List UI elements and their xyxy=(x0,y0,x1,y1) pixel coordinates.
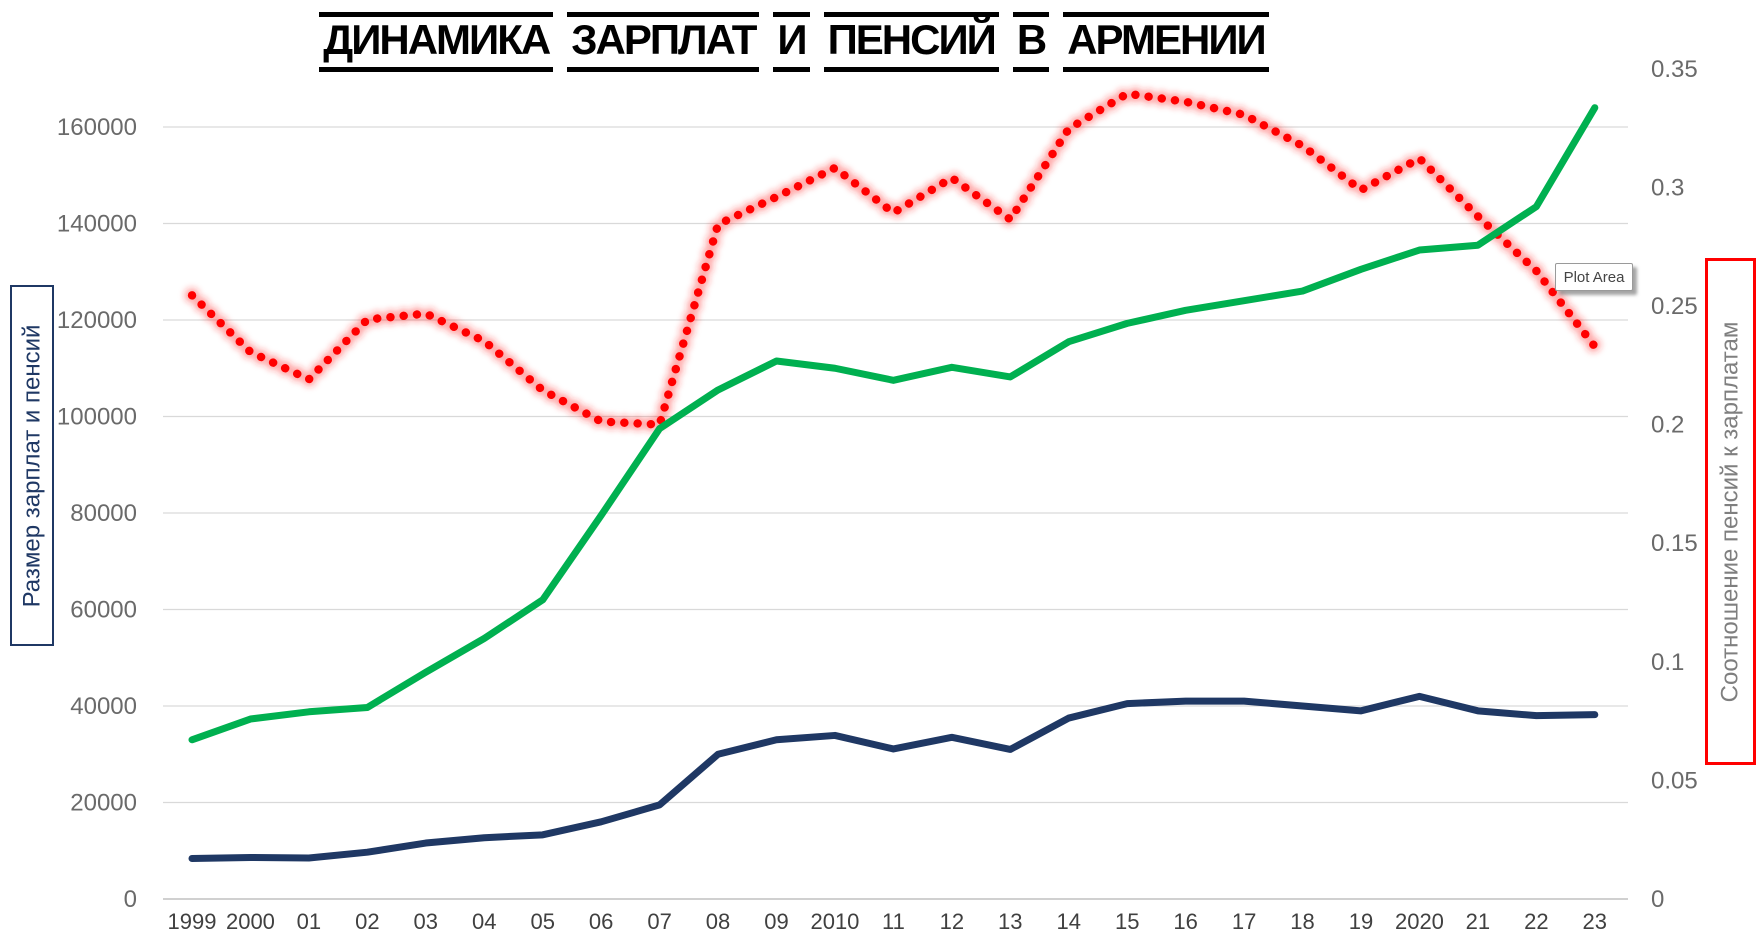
plot-area-tooltip: Plot Area xyxy=(1555,263,1633,291)
x-axis-tick-label: 08 xyxy=(706,909,730,934)
chart-title-word: ЗАРПЛАТ xyxy=(567,12,760,73)
x-axis-tick-label: 2020 xyxy=(1395,909,1444,934)
x-axis-tick-label: 2000 xyxy=(226,909,275,934)
x-axis-tick-label: 16 xyxy=(1173,909,1197,934)
x-axis-tick-labels[interactable]: 1999 2000 01 02 03 04 05 06 07 08 09 2010 11 12 13 14 15… xyxy=(168,909,1608,934)
right-axis-tick-label: 0.35 xyxy=(1651,56,1698,83)
left-axis-tick-label: 100000 xyxy=(57,404,137,431)
right-axis-tick-label: 0.15 xyxy=(1651,530,1698,557)
gridlines xyxy=(163,126,1628,900)
x-axis-tick-label: 12 xyxy=(940,909,964,934)
chart-title-word: ДИНАМИКА xyxy=(319,12,554,73)
left-axis-tick-label: 0 xyxy=(124,886,137,913)
left-axis-tick-label: 20000 xyxy=(70,790,137,817)
x-axis-tick-label: 19 xyxy=(1349,909,1373,934)
x-axis-tick-label: 06 xyxy=(589,909,613,934)
ratio-line-red-dotted[interactable] xyxy=(187,89,1599,429)
x-axis-tick-label: 15 xyxy=(1115,909,1139,934)
right-axis-tick-label: 0.25 xyxy=(1651,293,1698,320)
x-axis-tick-label: 02 xyxy=(355,909,379,934)
right-axis-tick-label: 0.05 xyxy=(1651,767,1698,794)
x-axis-tick-label: 03 xyxy=(414,909,438,934)
salaries-line-green[interactable] xyxy=(188,104,1599,744)
x-axis-tick-label: 01 xyxy=(297,909,321,934)
x-axis-tick-label: 1999 xyxy=(168,909,217,934)
right-axis-tick-label: 0.1 xyxy=(1651,649,1684,676)
right-axis-tick-label: 0.2 xyxy=(1651,412,1684,439)
left-axis-tick-label: 80000 xyxy=(70,500,137,527)
left-axis-tick-labels[interactable]: 0 20000 40000 60000 80000 100000 120000 140000 1… xyxy=(57,114,137,913)
chart-title-word: В xyxy=(1012,12,1050,73)
right-axis-tick-label: 0.3 xyxy=(1651,174,1684,201)
x-axis-tick-label: 22 xyxy=(1524,909,1548,934)
left-axis-tick-label: 60000 xyxy=(70,597,137,624)
x-axis-tick-label: 17 xyxy=(1232,909,1256,934)
x-axis-tick-label: 11 xyxy=(882,909,905,934)
chart-title-word: АРМЕНИИ xyxy=(1063,12,1269,73)
x-axis-tick-label: 21 xyxy=(1466,909,1490,934)
x-axis-tick-label: 2010 xyxy=(810,909,859,934)
chart-title-word: ПЕНСИЙ xyxy=(823,12,999,73)
chart-title[interactable]: ДИНАМИКА ЗАРПЛАТ И ПЕНСИЙ В АРМЕНИИ xyxy=(94,12,1494,73)
chart-title-word: И xyxy=(773,12,810,73)
pensions-line-navy[interactable] xyxy=(188,692,1599,862)
x-axis-tick-label: 18 xyxy=(1290,909,1314,934)
left-axis-tick-label: 160000 xyxy=(57,114,137,141)
right-axis-tick-label: 0 xyxy=(1651,886,1664,913)
x-axis-tick-label: 09 xyxy=(764,909,788,934)
x-axis-tick-label: 13 xyxy=(998,909,1022,934)
plot-area-tooltip-text: Plot Area xyxy=(1563,268,1625,286)
x-axis-tick-label: 05 xyxy=(530,909,554,934)
x-axis-tick-label: 04 xyxy=(472,909,496,934)
right-axis-tick-labels[interactable]: 0 0.05 0.1 0.15 0.2 0.25 0.3 0.35 xyxy=(1651,56,1698,913)
left-axis-tick-label: 40000 xyxy=(70,693,137,720)
data-series xyxy=(184,85,1603,862)
left-axis-tick-label: 120000 xyxy=(57,307,137,334)
x-axis-tick-label: 07 xyxy=(647,909,671,934)
left-axis-tick-label: 140000 xyxy=(57,211,137,238)
x-axis-tick-label: 14 xyxy=(1057,909,1081,934)
x-axis-tick-label: 23 xyxy=(1583,909,1607,934)
left-axis-title-box[interactable]: Размер зарплат и пенсий xyxy=(10,285,54,646)
right-axis-title-box[interactable]: Соотношение пенсий к зарплатам xyxy=(1705,258,1756,765)
